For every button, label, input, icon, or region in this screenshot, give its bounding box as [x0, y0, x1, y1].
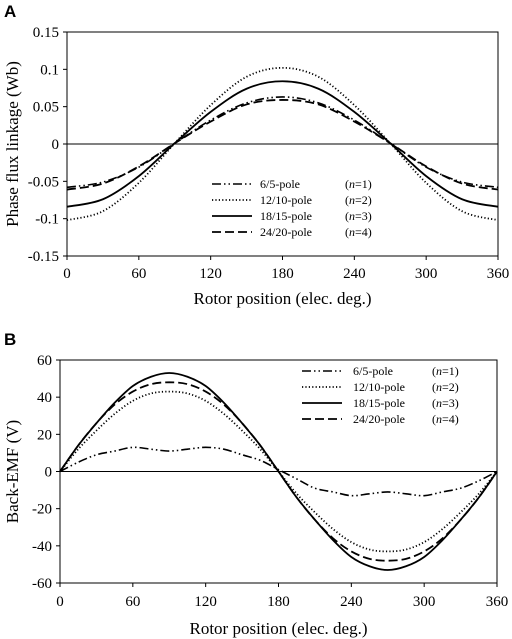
panel-a-series-line-2	[66, 66, 499, 222]
panel-a-legend-label: 24/20-pole	[260, 225, 312, 239]
panel-b-x-tick-label: 180	[267, 594, 290, 610]
panel-b-x-axis-label: Rotor position (elec. deg.)	[190, 619, 368, 638]
panel-a-legend-label: 12/10-pole	[260, 193, 312, 207]
panel-a-legend-label: 6/5-pole	[260, 177, 300, 191]
panel-b-y-tick-label: -60	[32, 576, 52, 592]
panel-b-series-line-1	[59, 446, 498, 497]
panel-a-y-tick-label: 0.1	[40, 62, 59, 78]
panel-a-letter: A	[4, 2, 16, 21]
panel-b-x-tick-label: 300	[413, 594, 436, 610]
panel-b-y-tick-label: 20	[37, 427, 52, 443]
panel-b-legend-label: 24/20-pole	[353, 412, 405, 426]
panel-b-chart: 0 60 120 180 240 300 360 60 40 20 0 -20 -40 -60 Rotor …	[3, 353, 508, 638]
panel-b-y-tick-label: 0	[45, 465, 53, 481]
panel-a-y-tick-label: -0.1	[35, 212, 59, 228]
panel-a-x-tick-label: 0	[63, 266, 71, 282]
panel-b-y-tick-label: -40	[32, 539, 52, 555]
panel-b-y-tick-label: 60	[37, 353, 52, 369]
panel-a-series-line-3	[66, 80, 499, 208]
panel-a-y-tick-label: 0	[52, 137, 60, 153]
panel-a-y-tick-label: -0.05	[28, 174, 59, 190]
panel-a-x-tick-label: 180	[271, 266, 294, 282]
panel-b-x-tick-label: 360	[486, 594, 509, 610]
panel-b-y-tick-label: -20	[32, 502, 52, 518]
panel-b-legend-label: 12/10-pole	[353, 380, 405, 394]
panel-b-series-line-4	[59, 381, 498, 562]
panel-a-series-line-1	[66, 96, 499, 189]
panel-b-legend-n-label: (n=2)	[432, 380, 459, 394]
panel-b-x-tick-label: 0	[56, 594, 64, 610]
panel-a-x-tick-label: 240	[343, 266, 366, 282]
panel-b-x-tick-label: 240	[340, 594, 363, 610]
panel-a-x-tick-label: 360	[487, 266, 510, 282]
panel-b-legend-n-label: (n=3)	[432, 396, 459, 410]
panel-a-legend-label: 18/15-pole	[260, 209, 312, 223]
panel-b-legend-n-label: (n=4)	[432, 412, 459, 426]
panel-b-x-tick-label: 60	[125, 594, 140, 610]
panel-a-x-tick-label: 60	[131, 266, 146, 282]
panel-a-y-tick-label: 0.15	[33, 25, 59, 41]
panel-a-legend-n-label: (n=3)	[345, 209, 372, 223]
panel-a-legend-n-label: (n=4)	[345, 225, 372, 239]
panel-b-y-axis-label: Back-EMF (V)	[3, 420, 22, 523]
panel-a-legend-n-label: (n=1)	[345, 177, 372, 191]
panel-a-x-tick-label: 120	[199, 266, 222, 282]
panel-b-x-tick-label: 120	[194, 594, 217, 610]
panel-b-legend-n-label: (n=1)	[432, 364, 459, 378]
panel-a-y-axis-label: Phase flux linkage (Wb)	[3, 61, 22, 227]
panel-b-legend-label: 18/15-pole	[353, 396, 405, 410]
panel-a-chart: 0 60 120 180 240 300 360 0.15 0.1 0.05 0 -0.05 -0.1 -…	[3, 25, 509, 308]
panel-b-legend-label: 6/5-pole	[353, 364, 393, 378]
panel-a-y-tick-label: -0.15	[28, 249, 59, 265]
panel-a-x-tick-label: 300	[415, 266, 438, 282]
panel-a-series-line-4	[66, 99, 499, 191]
panel-a-x-axis-label: Rotor position (elec. deg.)	[194, 289, 372, 308]
panel-a-legend-n-label: (n=2)	[345, 193, 372, 207]
panel-a-y-tick-label: 0.05	[33, 100, 59, 116]
panel-b-y-tick-label: 40	[37, 390, 52, 406]
panel-b-letter: B	[4, 330, 16, 349]
